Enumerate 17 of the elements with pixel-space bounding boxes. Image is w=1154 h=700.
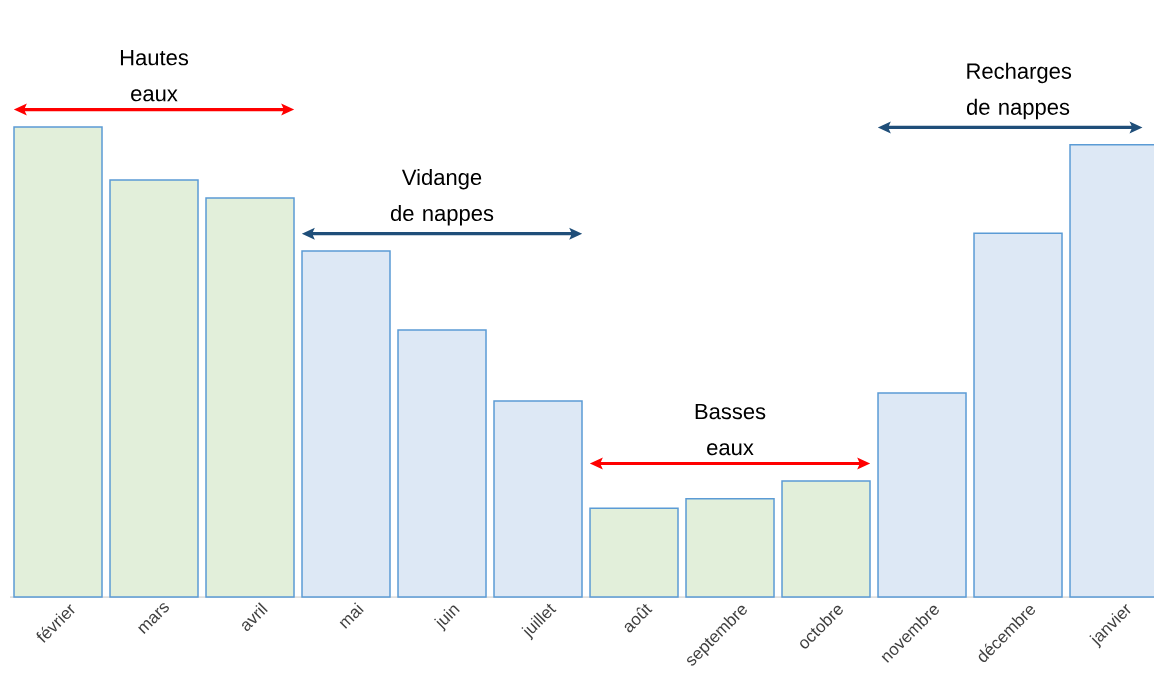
- x-tick-label: mai: [339, 602, 364, 629]
- bar: [13, 126, 103, 598]
- bar: [973, 232, 1063, 598]
- text: Hautes eaux: [120, 50, 189, 102]
- annotation: Vidange de nappes: [390, 168, 494, 226]
- bar: [781, 480, 871, 598]
- x-tick-label: juin: [434, 605, 460, 632]
- bar: [685, 498, 775, 598]
- bar: [205, 197, 295, 598]
- bar: [109, 179, 199, 598]
- bar: [493, 400, 583, 598]
- text: Recharges de nappes: [966, 62, 1072, 120]
- bar: [589, 507, 679, 598]
- bar: [877, 392, 967, 598]
- bar: [301, 250, 391, 598]
- bar: [397, 329, 487, 598]
- annotation: Basses eaux: [695, 403, 766, 456]
